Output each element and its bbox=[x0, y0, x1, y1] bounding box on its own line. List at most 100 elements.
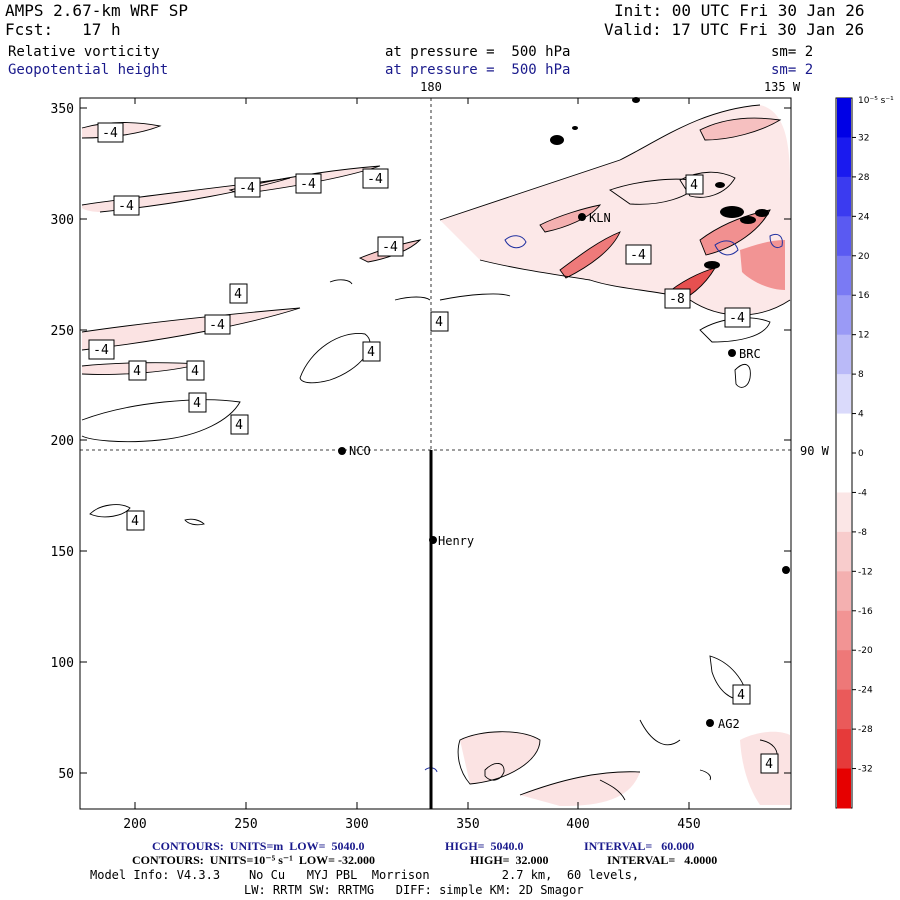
colorbar-tick-label: 24 bbox=[858, 212, 870, 222]
vorticity-contour-info: CONTOURS: UNITS=10⁻⁵ s⁻¹ LOW= -32.000 bbox=[132, 853, 376, 867]
station-label: BRC bbox=[739, 347, 761, 361]
colorbar-tick-label: -28 bbox=[858, 725, 873, 735]
colorbar-cell bbox=[837, 216, 851, 257]
colorbar-cell bbox=[837, 531, 851, 572]
lon-180-label: 180 bbox=[420, 80, 442, 94]
contour-label-box: -4 bbox=[234, 177, 261, 198]
colorbar-tick-label: -24 bbox=[858, 686, 873, 696]
svg-text:4: 4 bbox=[235, 418, 243, 433]
contour-label-box: 4 bbox=[760, 753, 779, 774]
contour-label-box: -4 bbox=[724, 307, 751, 328]
svg-text:-4: -4 bbox=[93, 343, 109, 358]
colorbar-cell bbox=[837, 295, 851, 336]
svg-text:4: 4 bbox=[367, 345, 375, 360]
y-tick-label: 350 bbox=[51, 102, 74, 117]
colorbar-cell bbox=[837, 768, 851, 809]
station-dot bbox=[728, 349, 736, 357]
contour-label-box: 4 bbox=[188, 392, 207, 413]
contour-label-box: 4 bbox=[126, 510, 145, 531]
colorbar-ticks: 32 28 24 20 16 12 8 4 0 -4 -8 -12 -16 -20 -24 -28 -32 bbox=[852, 133, 873, 775]
height-contour-interval: INTERVAL= 60.000 bbox=[584, 839, 695, 853]
field1-name: Relative vorticity bbox=[8, 44, 160, 60]
colorbar-tick-label: -12 bbox=[858, 567, 873, 577]
svg-text:4: 4 bbox=[133, 364, 141, 379]
x-tick-label: 400 bbox=[566, 817, 589, 832]
x-tick-label: 300 bbox=[345, 817, 368, 832]
colorbar-cell bbox=[837, 334, 851, 375]
init-time: Init: 00 UTC Fri 30 Jan 26 bbox=[614, 1, 865, 20]
colorbar-tick-label: -32 bbox=[858, 765, 873, 775]
colorbar-cell bbox=[837, 650, 851, 691]
y-tick-label: 100 bbox=[51, 656, 74, 671]
x-tick-label: 450 bbox=[677, 817, 700, 832]
vorticity-contour-interval: INTERVAL= 4.0000 bbox=[607, 853, 718, 867]
contour-label-box: -8 bbox=[664, 288, 691, 309]
station-label: KLN bbox=[589, 211, 611, 225]
station-label: NCO bbox=[349, 444, 371, 458]
contour-label-box: 4 bbox=[732, 684, 751, 705]
colorbar-unit: 10⁻⁵ s⁻¹ bbox=[858, 96, 894, 106]
x-tick-label: 350 bbox=[456, 817, 479, 832]
contour-label-box: 4 bbox=[128, 360, 147, 381]
svg-text:4: 4 bbox=[131, 514, 139, 529]
svg-text:-4: -4 bbox=[239, 181, 255, 196]
vorticity-contour-high: HIGH= 32.000 bbox=[470, 853, 549, 867]
colorbar-cell bbox=[837, 492, 851, 533]
contour-label-box: -4 bbox=[625, 244, 652, 265]
y-tick-label: 200 bbox=[51, 434, 74, 449]
colorbar-cells bbox=[837, 98, 851, 809]
colorbar-tick-label: 12 bbox=[858, 331, 869, 341]
svg-text:-4: -4 bbox=[209, 318, 225, 333]
colorbar-tick-label: 32 bbox=[858, 133, 869, 143]
x-tick-label: 250 bbox=[234, 817, 257, 832]
svg-text:4: 4 bbox=[765, 757, 773, 772]
svg-text:-4: -4 bbox=[102, 126, 118, 141]
contour-label-box: -4 bbox=[377, 236, 404, 257]
y-tick-label: 300 bbox=[51, 213, 74, 228]
svg-text:4: 4 bbox=[191, 364, 199, 379]
lon-135w-label: 135 W bbox=[764, 80, 801, 94]
svg-text:4: 4 bbox=[234, 287, 242, 302]
colorbar-cell bbox=[837, 571, 851, 612]
colorbar-cell bbox=[837, 137, 851, 178]
colorbar-tick-label: -20 bbox=[858, 646, 873, 656]
station-dot bbox=[429, 536, 437, 544]
svg-text:-4: -4 bbox=[367, 172, 383, 187]
contour-label-box: 4 bbox=[685, 174, 704, 195]
valid-time: Valid: 17 UTC Fri 30 Jan 26 bbox=[604, 20, 865, 39]
station-markers: NCO Henry KLN BRC AG2 bbox=[338, 211, 790, 731]
colorbar-cell bbox=[837, 413, 851, 454]
y-tick-label: 250 bbox=[51, 324, 74, 339]
colorbar-tick-label: 4 bbox=[858, 410, 864, 420]
contour-label-box: 4 bbox=[230, 414, 249, 435]
contour-label-box: 4 bbox=[430, 311, 449, 332]
svg-text:4: 4 bbox=[435, 315, 443, 330]
model-info: Model Info: V4.3.3 No Cu MYJ PBL Morriso… bbox=[90, 868, 640, 882]
field2-level: at pressure = 500 hPa bbox=[385, 62, 571, 78]
station-dot bbox=[706, 719, 714, 727]
height-contour-info: CONTOURS: UNITS=m LOW= 5040.0 bbox=[152, 839, 365, 853]
colorbar-tick-label: 20 bbox=[858, 252, 870, 262]
colorbar-cell bbox=[837, 374, 851, 415]
contour-label-box: -4 bbox=[362, 168, 389, 189]
colorbar-cell bbox=[837, 610, 851, 651]
colorbar-tick-label: 16 bbox=[858, 291, 870, 301]
contour-label-box: -4 bbox=[295, 173, 322, 194]
colorbar-cell bbox=[837, 453, 851, 493]
station-label: AG2 bbox=[718, 717, 740, 731]
field2-name: Geopotential height bbox=[8, 62, 169, 78]
height-contour-high: HIGH= 5040.0 bbox=[445, 839, 524, 853]
field1-level: at pressure = 500 hPa bbox=[385, 44, 571, 60]
contour-label-box: 4 bbox=[362, 341, 381, 362]
contour-label-box: -4 bbox=[88, 339, 115, 360]
colorbar-cell bbox=[837, 729, 851, 770]
forecast-hour: Fcst: 17 h bbox=[5, 20, 121, 39]
model-title: AMPS 2.67-km WRF SP bbox=[5, 1, 189, 20]
axis-labels: 200 250 300 350 400 450 350 300 250 200 … bbox=[51, 80, 830, 832]
svg-text:4: 4 bbox=[193, 396, 201, 411]
colorbar: 32 28 24 20 16 12 8 4 0 -4 -8 -12 -16 -20 -24 -28 -32 10… bbox=[835, 96, 894, 809]
field2-smoothing: sm= 2 bbox=[771, 62, 814, 78]
colorbar-tick-label: 0 bbox=[858, 449, 864, 459]
contour-label-box: -4 bbox=[204, 314, 231, 335]
